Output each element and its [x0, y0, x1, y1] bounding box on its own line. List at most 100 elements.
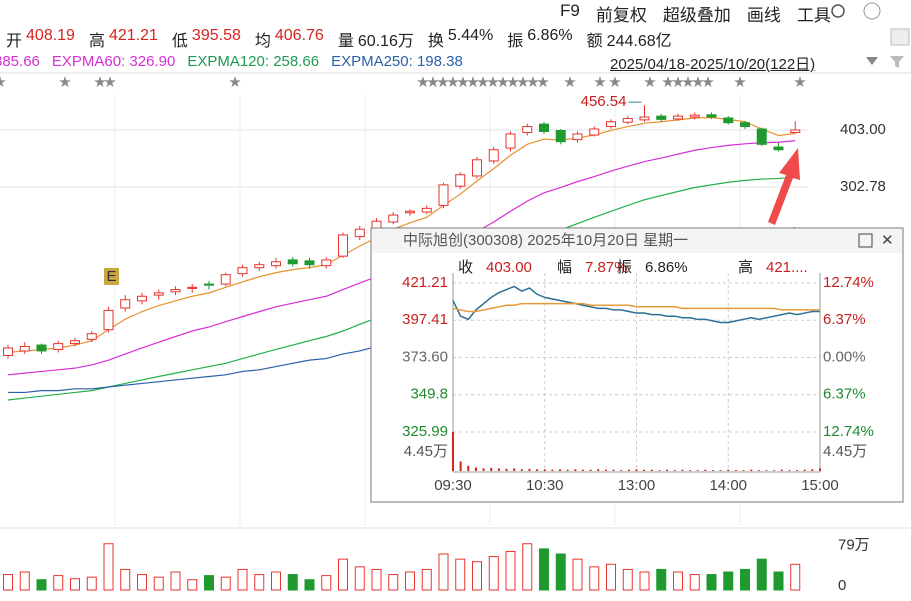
intraday-line — [452, 285, 820, 324]
candle-body — [706, 114, 717, 118]
indicator-row: 385.66 EXPMA60: 326.90 EXPMA120: 258.66 … — [0, 53, 467, 70]
intraday-volume — [757, 470, 760, 471]
volume-bar — [740, 568, 750, 591]
intraday-volume — [467, 465, 470, 471]
intraday-volume — [796, 470, 799, 471]
candle-body — [254, 264, 265, 269]
intraday-volume — [497, 468, 500, 471]
volume-bar — [572, 558, 583, 591]
vol-tick-label: 0 — [838, 577, 846, 594]
volume-bar — [153, 576, 164, 591]
settings-icon — [831, 4, 845, 18]
volume-bar — [103, 543, 114, 591]
toolbar-item[interactable]: F9 — [560, 1, 580, 20]
vol-tick-label: 79万 — [838, 536, 870, 553]
candle-body — [304, 260, 315, 266]
y-tick-label: 421.21 — [402, 274, 448, 291]
volume-bar — [421, 568, 432, 591]
star-icon: ★ — [426, 74, 439, 91]
intraday-volume — [635, 469, 638, 471]
restore-btn[interactable] — [858, 233, 873, 248]
x-tick-label: 14:00 — [709, 477, 747, 494]
candle-body — [421, 207, 432, 213]
intraday-volume — [536, 469, 539, 471]
volume-bar — [689, 574, 700, 591]
intraday-volume — [696, 470, 699, 471]
intraday-volume — [566, 469, 569, 471]
volume-bar — [137, 574, 147, 591]
volume-bar — [3, 574, 13, 591]
info-label: 收 — [458, 259, 473, 276]
toolbar-item[interactable]: 画线 — [746, 6, 781, 25]
intraday-volume — [559, 469, 562, 471]
y-tick-label: 302.78 — [840, 178, 886, 195]
indicator: EXPMA250: 198.38 — [331, 53, 463, 70]
candle-body — [773, 146, 784, 151]
y2-tick-label: 6.37% — [823, 386, 866, 403]
star-icon: ★ — [516, 74, 529, 91]
volume-bar — [354, 566, 365, 591]
volume-bar — [237, 568, 248, 591]
intraday-volume — [459, 461, 462, 471]
volume-bar — [36, 579, 47, 591]
quote-value: 408.19 — [26, 27, 75, 44]
y2-tick-label: 0.00% — [823, 348, 866, 365]
date-range[interactable]: 2025/04/18-2025/10/20(122日) — [610, 56, 816, 73]
quote-label: 额 — [586, 33, 603, 50]
intraday-volume — [574, 469, 577, 471]
candle-body — [137, 295, 147, 302]
info-label: 振 — [617, 259, 632, 276]
toolbar-item[interactable]: 工具 — [796, 6, 831, 25]
quote-value: 6.86% — [527, 27, 573, 44]
volume-bar — [321, 575, 332, 591]
vol-tick-label: 4.45万 — [404, 443, 448, 460]
volume-bar — [589, 566, 600, 591]
candle-body — [220, 274, 231, 285]
toolbar-item[interactable]: 超级叠加 — [662, 6, 731, 25]
vol-tick-label: 4.45万 — [823, 443, 867, 460]
quote-label: 量 — [337, 33, 354, 50]
ema-line — [7, 116, 796, 354]
star-icon: ★ — [93, 74, 106, 91]
toolbar-item[interactable]: 前复权 — [595, 6, 647, 25]
volume-bar — [287, 574, 298, 591]
quote-label: 振 — [507, 33, 524, 50]
quote-label: 低 — [171, 33, 188, 50]
close-btn[interactable]: ✕ — [881, 232, 894, 249]
star-icon: ★ — [671, 74, 684, 91]
volume-bar — [606, 563, 616, 591]
star-icon: ★ — [58, 74, 71, 91]
volume-bar — [204, 575, 214, 591]
intraday-volume — [589, 469, 592, 471]
x-tick-label: 13:00 — [618, 477, 656, 494]
quote-label: 均 — [254, 33, 271, 50]
y2-tick-label: 6.37% — [823, 311, 866, 328]
star-icon: ★ — [416, 74, 429, 91]
volume-bar — [505, 550, 516, 591]
volume-bar — [187, 579, 198, 591]
volume-bar — [304, 579, 315, 591]
intraday-volume — [581, 469, 584, 471]
candle-body — [187, 286, 198, 289]
volume-bar — [756, 558, 767, 591]
intraday-volume — [734, 470, 737, 471]
star-icon: ★ — [476, 74, 489, 91]
candle-body — [371, 220, 382, 229]
y-tick-label: 397.41 — [402, 311, 448, 328]
quote-label: 开 — [6, 33, 23, 50]
intraday-volume — [727, 469, 730, 471]
volume-bar — [86, 576, 97, 591]
quote-value: 406.76 — [274, 27, 324, 44]
candle-body — [3, 347, 13, 356]
candle-body — [103, 309, 114, 331]
volume-bar — [723, 571, 734, 591]
volume-bar — [706, 574, 717, 591]
quote-row: 开 408.19 高 421.21 低 395.58 均 406.76 量 60.16万 … — [6, 27, 676, 51]
volume-bar — [170, 571, 181, 591]
candle-body — [572, 133, 583, 141]
candle-body — [321, 259, 332, 267]
intraday-volume — [788, 470, 791, 471]
intraday-volume — [819, 468, 821, 471]
info-value: 6.86% — [645, 259, 688, 276]
